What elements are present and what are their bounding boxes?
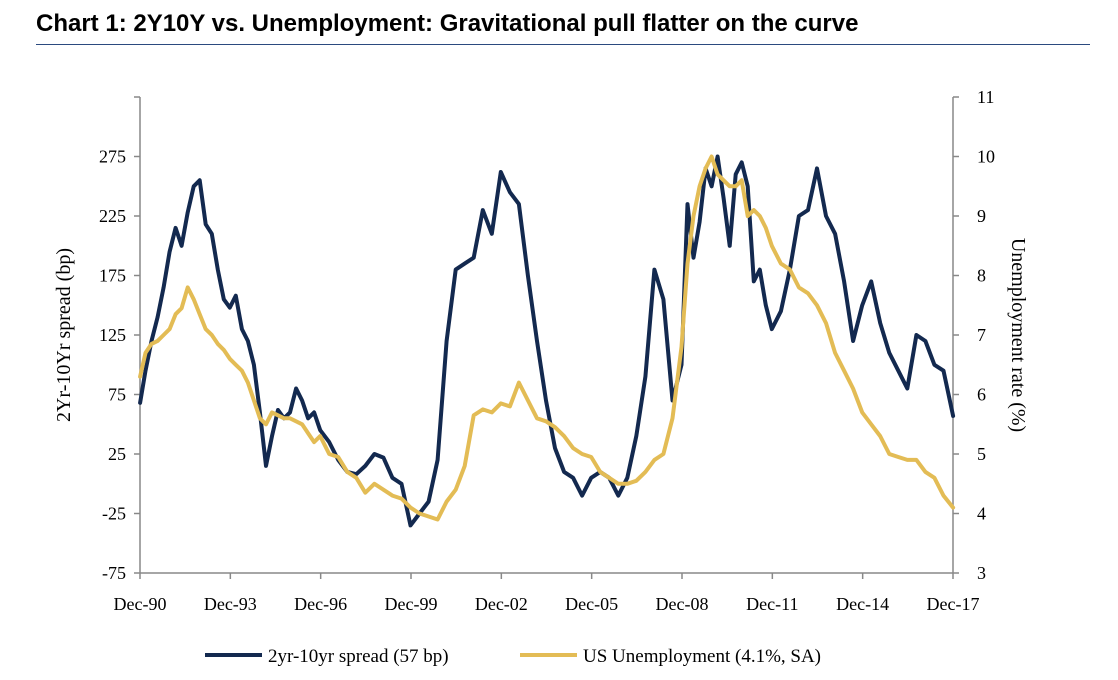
right-axis-title: Unemployment rate (%) <box>1007 238 1029 432</box>
series-line-unemployment <box>138 154 956 522</box>
x-tick-label: Dec-17 <box>927 594 980 614</box>
x-tick-label: Dec-14 <box>836 594 889 614</box>
right-tick-label: 3 <box>977 563 986 583</box>
left-tick-label: 225 <box>99 206 126 226</box>
left-tick-label: 75 <box>108 385 126 405</box>
x-tick-label: Dec-05 <box>565 594 618 614</box>
axis-ticks <box>134 96 959 579</box>
x-tick-label: Dec-11 <box>746 594 798 614</box>
right-tick-label: 10 <box>977 147 995 167</box>
left-tick-label: 125 <box>99 325 126 345</box>
right-tick-label: 6 <box>977 385 986 405</box>
left-tick-label: 175 <box>99 266 126 286</box>
left-tick-label: 25 <box>108 444 126 464</box>
chart-title: Chart 1: 2Y10Y vs. Unemployment: Gravita… <box>36 10 859 37</box>
right-tick-label: 7 <box>977 325 986 345</box>
x-tick-label: Dec-02 <box>475 594 528 614</box>
x-tick-label: Dec-96 <box>294 594 347 614</box>
left-tick-label: -75 <box>102 563 126 583</box>
x-tick-label: Dec-99 <box>385 594 438 614</box>
right-tick-label: 9 <box>977 206 986 226</box>
legend-label-spread: 2yr-10yr spread (57 bp) <box>268 646 449 667</box>
x-tick-label: Dec-93 <box>204 594 257 614</box>
left-tick-label: 275 <box>99 147 126 167</box>
x-tick-label: Dec-08 <box>656 594 709 614</box>
right-tick-label: 11 <box>977 87 994 107</box>
tick-labels: -75 -25 25 75 125 175 225 275 3 4 5 6 7 8 9 10 11 Dec-90 D… <box>99 87 995 614</box>
right-tick-label: 8 <box>977 266 986 286</box>
series-line-spread <box>138 154 956 528</box>
right-tick-label: 5 <box>977 444 986 464</box>
left-axis-title: 2Yr-10Yr spread (bp) <box>53 248 75 422</box>
legend-label-unemployment: US Unemployment (4.1%, SA) <box>583 646 821 667</box>
title-divider <box>36 44 1090 45</box>
left-tick-label: -25 <box>102 504 126 524</box>
x-tick-label: Dec-90 <box>114 594 167 614</box>
legend: 2yr-10yr spread (57 bp) US Unemployment … <box>205 646 821 667</box>
right-tick-label: 4 <box>977 504 986 524</box>
